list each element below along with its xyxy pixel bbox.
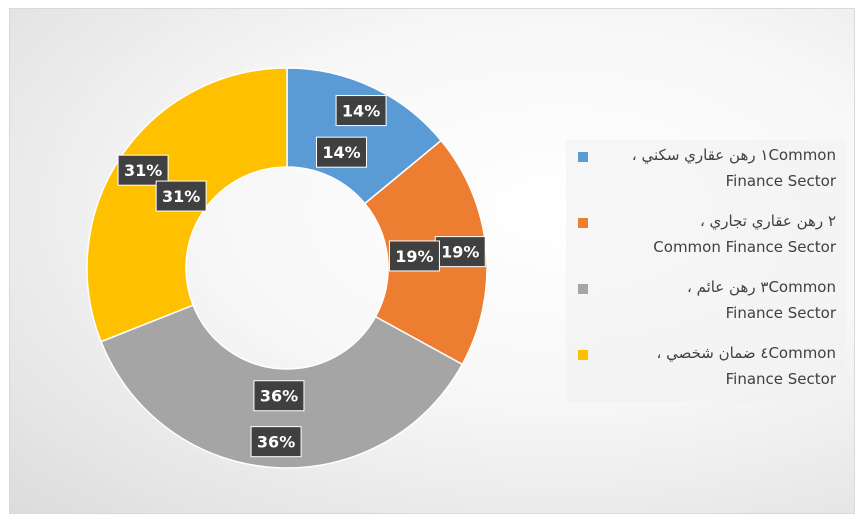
legend-swatch-2	[578, 218, 588, 228]
legend-swatch-4	[578, 350, 588, 360]
legend-label-1-line1: ١ رهن عقاري سكني ، Common	[627, 146, 836, 164]
data-label-s2-4-box	[155, 180, 207, 212]
data-label-s1-1-box	[335, 95, 387, 127]
data-label-s1-3: 36%	[250, 426, 302, 458]
legend-label-2-line2: Common Finance Sector	[653, 238, 836, 256]
data-label-s2-2-box	[388, 240, 440, 272]
data-label-s2-3-box	[253, 380, 305, 412]
data-label-s2-1-text: 14%	[322, 143, 360, 162]
data-label-s2-3: 36%	[253, 380, 305, 412]
chart-legend: ١ رهن عقاري سكني ، Common Finance Sector…	[566, 140, 846, 402]
data-label-s2-1: 14%	[315, 136, 367, 168]
legend-item-1: ١ رهن عقاري سكني ، Common Finance Sector	[566, 140, 842, 190]
data-label-s1-2-text: 19%	[441, 243, 479, 262]
legend-label-3-line1: ٣ رهن عائم ، Common	[682, 278, 836, 296]
data-label-s2-2: 19%	[388, 240, 440, 272]
data-label-s1-1-text: 14%	[342, 102, 380, 121]
legend-label-3-line2: Finance Sector	[725, 304, 836, 322]
legend-item-4: ٤ ضمان شخصي ، Common Finance Sector	[566, 338, 842, 388]
legend-swatch-1	[578, 152, 588, 162]
legend-swatch-3	[578, 284, 588, 294]
data-label-s2-2-text: 19%	[395, 247, 433, 266]
data-label-s1-4-text: 31%	[124, 161, 162, 180]
data-label-s2-4: 31%	[155, 180, 207, 212]
data-label-s2-3-text: 36%	[260, 387, 298, 406]
legend-item-3: ٣ رهن عائم ، Common Finance Sector	[566, 272, 842, 322]
data-label-s2-4-text: 31%	[162, 187, 200, 206]
data-label-s1-4-box	[117, 154, 169, 186]
legend-label-4-line2: Finance Sector	[725, 370, 836, 388]
data-label-s1-1: 14%	[335, 95, 387, 127]
data-label-s1-2: 19%	[434, 236, 486, 268]
data-label-s1-3-text: 36%	[257, 433, 295, 452]
legend-label-1-line2: Finance Sector	[725, 172, 836, 190]
data-label-s1-2-box	[434, 236, 486, 268]
data-label-s1-3-box	[250, 426, 302, 458]
data-label-s2-1-box	[315, 136, 367, 168]
legend-label-2-line1: ٢ رهن عقاري تجاري ،	[699, 212, 836, 230]
data-label-s1-4: 31%	[117, 154, 169, 186]
legend-label-4-line1: ٤ ضمان شخصي ، Common	[651, 344, 836, 362]
legend-item-2: ٢ رهن عقاري تجاري ، Common Finance Secto…	[566, 206, 842, 256]
